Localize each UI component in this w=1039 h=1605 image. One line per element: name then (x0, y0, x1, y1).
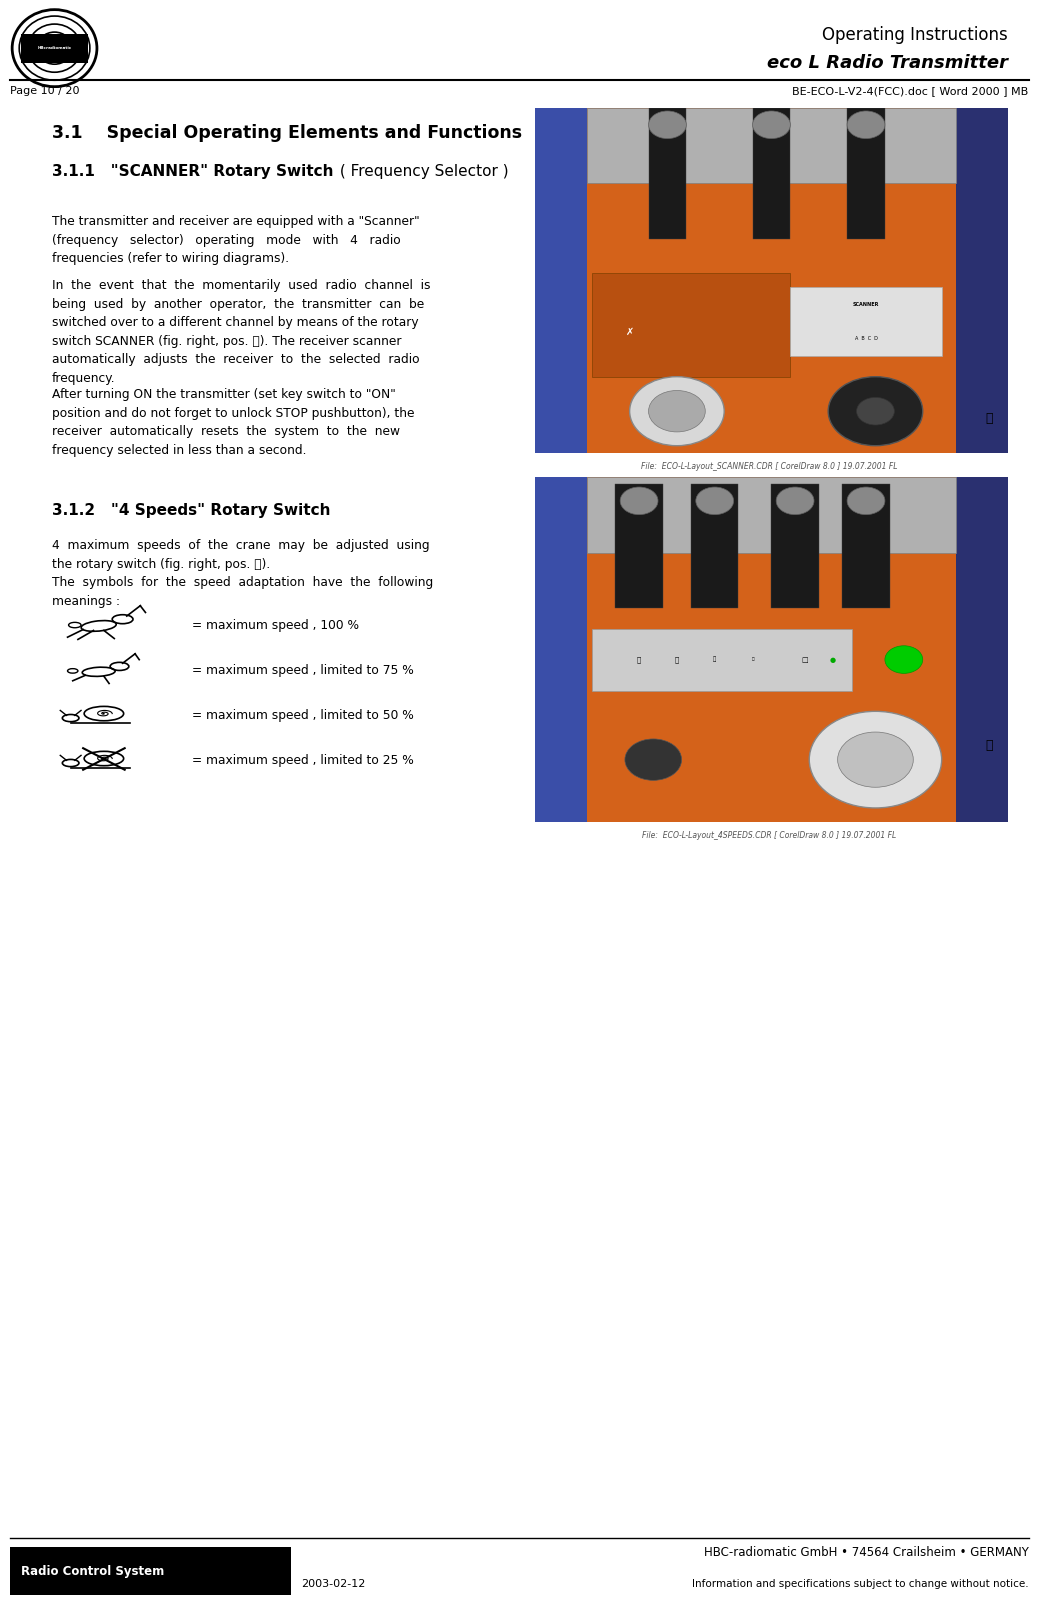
Text: = maximum speed , 100 %: = maximum speed , 100 % (192, 620, 359, 632)
Text: Operating Instructions: Operating Instructions (822, 26, 1008, 45)
Text: = maximum speed , limited to 50 %: = maximum speed , limited to 50 % (192, 709, 414, 722)
Circle shape (847, 111, 885, 138)
Text: After turning ON the transmitter (set key switch to "ON"
position and do not for: After turning ON the transmitter (set ke… (52, 388, 415, 457)
Bar (587, 246, 956, 453)
FancyBboxPatch shape (10, 1547, 291, 1595)
Bar (587, 615, 956, 822)
Circle shape (847, 486, 885, 515)
Text: 3.1.2   "4 Speeds" Rotary Switch: 3.1.2 "4 Speeds" Rotary Switch (52, 502, 330, 518)
Text: Radio Control System: Radio Control System (21, 1565, 164, 1578)
Text: Information and specifications subject to change without notice.: Information and specifications subject t… (692, 1579, 1029, 1589)
Text: SCANNER: SCANNER (853, 302, 879, 307)
Circle shape (828, 377, 923, 446)
Text: The  symbols  for  the  speed  adaptation  have  the  following
meanings :: The symbols for the speed adaptation hav… (52, 576, 433, 608)
Bar (587, 108, 956, 183)
Bar (956, 108, 1008, 453)
Bar (771, 483, 819, 608)
Text: HBcradiomatic: HBcradiomatic (37, 47, 72, 50)
Text: ⓘ: ⓘ (985, 740, 992, 753)
Text: File:  ECO-L-Layout_SCANNER.CDR [ CorelDraw 8.0 ] 19.07.2001 FL: File: ECO-L-Layout_SCANNER.CDR [ CorelDr… (641, 462, 897, 472)
Bar (648, 108, 687, 239)
Text: 山: 山 (713, 656, 716, 663)
Bar (592, 629, 852, 690)
Bar (587, 108, 956, 453)
Circle shape (809, 711, 941, 807)
Text: = maximum speed , limited to 75 %: = maximum speed , limited to 75 % (192, 664, 414, 677)
Bar (592, 273, 791, 377)
Text: BE-ECO-L-V2-4(FCC).doc [ Word 2000 ] MB: BE-ECO-L-V2-4(FCC).doc [ Word 2000 ] MB (793, 87, 1029, 96)
Circle shape (696, 486, 734, 515)
Text: = maximum speed , limited to 25 %: = maximum speed , limited to 25 % (192, 754, 414, 767)
Bar (847, 108, 885, 239)
Text: 山: 山 (674, 656, 680, 663)
Text: ✗: ✗ (625, 327, 634, 337)
Circle shape (620, 486, 658, 515)
Circle shape (885, 645, 923, 674)
Text: ●: ● (830, 656, 836, 663)
Text: ( Frequency Selector ): ( Frequency Selector ) (335, 164, 508, 180)
Circle shape (648, 111, 687, 138)
Bar (791, 287, 941, 356)
Text: A  B  C  D: A B C D (854, 335, 878, 342)
Circle shape (837, 732, 913, 788)
Text: Page 10 / 20: Page 10 / 20 (10, 87, 80, 96)
Circle shape (624, 738, 682, 780)
Bar (535, 477, 587, 822)
Bar (615, 483, 663, 608)
Bar (691, 483, 739, 608)
Text: In  the  event  that  the  momentarily  used  radio  channel  is
being  used  by: In the event that the momentarily used r… (52, 279, 430, 385)
Circle shape (630, 377, 724, 446)
Text: 3.1.1   "SCANNER" Rotary Switch: 3.1.1 "SCANNER" Rotary Switch (52, 164, 334, 180)
Text: eco L Radio Transmitter: eco L Radio Transmitter (767, 53, 1008, 72)
Bar (587, 477, 956, 822)
Circle shape (776, 486, 814, 515)
Text: The transmitter and receiver are equipped with a "Scanner"
(frequency   selector: The transmitter and receiver are equippe… (52, 215, 420, 265)
Text: HBC-radiomatic GmbH • 74564 Crailsheim • GERMANY: HBC-radiomatic GmbH • 74564 Crailsheim •… (703, 1546, 1029, 1558)
Text: 3.1    Special Operating Elements and Functions: 3.1 Special Operating Elements and Funct… (52, 124, 522, 143)
Text: 2003-02-12: 2003-02-12 (301, 1579, 366, 1589)
Circle shape (752, 111, 791, 138)
Bar (587, 477, 956, 552)
Bar (752, 108, 791, 239)
Bar (535, 108, 587, 453)
Circle shape (856, 398, 895, 425)
Bar (843, 483, 889, 608)
Bar (956, 477, 1008, 822)
Text: 4  maximum  speeds  of  the  crane  may  be  adjusted  using
the rotary switch (: 4 maximum speeds of the crane may be adj… (52, 539, 429, 571)
Circle shape (648, 390, 705, 432)
Text: □: □ (801, 656, 808, 663)
Text: 山: 山 (751, 658, 754, 661)
Text: 山: 山 (637, 656, 641, 663)
Text: ⓘ: ⓘ (985, 411, 992, 425)
Text: File:  ECO-L-Layout_4SPEEDS.CDR [ CorelDraw 8.0 ] 19.07.2001 FL: File: ECO-L-Layout_4SPEEDS.CDR [ CorelDr… (642, 831, 896, 841)
Bar (21, 34, 88, 63)
